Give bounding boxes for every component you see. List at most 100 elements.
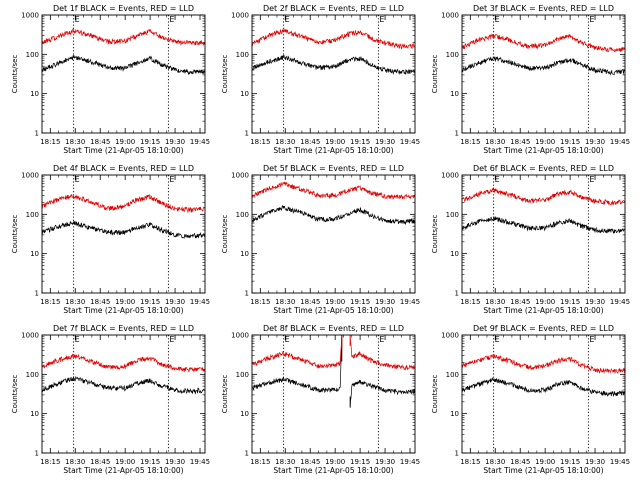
y-tick-label: 1: [35, 450, 39, 458]
y-tick-label: 1: [455, 290, 459, 298]
y-tick-label: 100: [26, 51, 39, 59]
y-tick-label: 1000: [21, 332, 39, 340]
event-marker-label: E: [285, 15, 290, 24]
event-marker-label: E: [285, 335, 290, 344]
chart-title: Det 4f BLACK = Events, RED = LLD: [53, 164, 194, 173]
y-axis-title: Counts/sec: [221, 55, 229, 94]
chart-title: Det 9f BLACK = Events, RED = LLD: [473, 324, 614, 333]
series-line: [461, 187, 626, 206]
x-tick-label: 18:15: [250, 458, 270, 466]
y-tick-label: 10: [30, 250, 39, 258]
chart-panel-3: Det 3f BLACK = Events, RED = LLD 1 10 100 10…: [431, 4, 630, 155]
y-tick-label: 1000: [441, 172, 459, 180]
y-axis-title: Counts/sec: [431, 55, 439, 94]
y-tick-label: 1000: [231, 172, 249, 180]
y-tick-label: 10: [450, 410, 459, 418]
x-tick-label: 19:15: [560, 138, 580, 146]
x-tick-label: 19:30: [165, 298, 185, 306]
x-tick-label: 19:15: [350, 138, 370, 146]
event-marker-label: E: [379, 15, 384, 24]
x-tick-label: 19:15: [140, 458, 160, 466]
x-axis-title: Start Time (21-Apr-05 18:10:00): [483, 306, 603, 315]
x-tick-label: 18:30: [485, 458, 505, 466]
x-tick-label: 19:00: [325, 458, 345, 466]
x-tick-label: 18:45: [300, 298, 320, 306]
event-marker-label: E: [75, 15, 80, 24]
plot-frame: [41, 334, 206, 454]
chart-panel-6: Det 6f BLACK = Events, RED = LLD 1 10 100 10…: [431, 164, 630, 315]
x-tick-label: 18:30: [65, 458, 85, 466]
x-axis-title: Start Time (21-Apr-05 18:10:00): [483, 466, 603, 475]
plot-frame: [461, 334, 626, 454]
chart-title: Det 1f BLACK = Events, RED = LLD: [53, 4, 194, 13]
x-axis-title: Start Time (21-Apr-05 18:10:00): [273, 306, 393, 315]
event-marker-label: E: [589, 335, 594, 344]
event-marker-label: E: [169, 175, 174, 184]
y-tick-label: 10: [450, 90, 459, 98]
x-tick-label: 18:30: [65, 138, 85, 146]
chart-panel-1: Det 1f BLACK = Events, RED = LLD 1 10 100 10…: [11, 4, 210, 155]
event-marker-label: E: [495, 335, 500, 344]
y-tick-label: 10: [30, 90, 39, 98]
y-tick-label: 1000: [231, 332, 249, 340]
x-tick-label: 19:15: [140, 138, 160, 146]
series-line: [251, 334, 416, 371]
x-axis-title: Start Time (21-Apr-05 18:10:00): [63, 146, 183, 155]
x-tick-label: 18:30: [485, 298, 505, 306]
plot-frame: [41, 174, 206, 294]
y-tick-label: 100: [236, 371, 249, 379]
chart-panel-4: Det 4f BLACK = Events, RED = LLD 1 10 100 10…: [11, 164, 210, 315]
x-tick-label: 19:45: [610, 138, 630, 146]
x-tick-label: 18:30: [485, 138, 505, 146]
y-axis-title: Counts/sec: [221, 215, 229, 254]
x-tick-label: 19:45: [190, 138, 210, 146]
x-tick-label: 18:30: [65, 298, 85, 306]
x-tick-label: 19:00: [325, 298, 345, 306]
event-marker-label: E: [589, 175, 594, 184]
series-line: [461, 353, 626, 374]
y-tick-label: 1000: [231, 12, 249, 20]
y-tick-label: 10: [240, 90, 249, 98]
chart-panel-2: Det 2f BLACK = Events, RED = LLD 1 10 100 10…: [221, 4, 420, 155]
y-tick-label: 100: [236, 211, 249, 219]
x-tick-label: 18:15: [40, 458, 60, 466]
chart-panel-9: Det 9f BLACK = Events, RED = LLD 1 10 100 10…: [431, 324, 630, 475]
series-line: [251, 28, 416, 50]
x-tick-label: 19:45: [610, 458, 630, 466]
y-axis-title: Counts/sec: [11, 55, 19, 94]
y-axis-title: Counts/sec: [431, 375, 439, 414]
x-tick-label: 18:30: [275, 458, 295, 466]
series-line: [41, 220, 206, 239]
series-line: [41, 193, 206, 214]
series-line: [251, 54, 416, 76]
y-tick-label: 1: [245, 450, 249, 458]
y-tick-label: 100: [26, 371, 39, 379]
x-tick-label: 18:15: [250, 298, 270, 306]
x-tick-label: 19:15: [350, 458, 370, 466]
y-tick-label: 1: [35, 290, 39, 298]
chart-title: Det 2f BLACK = Events, RED = LLD: [263, 4, 404, 13]
x-tick-label: 19:30: [375, 298, 395, 306]
y-axis-title: Counts/sec: [431, 215, 439, 254]
x-tick-label: 19:00: [115, 298, 135, 306]
x-tick-label: 19:15: [140, 298, 160, 306]
x-tick-label: 18:45: [510, 458, 530, 466]
x-axis-title: Start Time (21-Apr-05 18:10:00): [273, 146, 393, 155]
chart-title: Det 8f BLACK = Events, RED = LLD: [263, 324, 404, 333]
y-tick-label: 1000: [21, 12, 39, 20]
series-line: [251, 181, 416, 200]
y-tick-label: 100: [446, 51, 459, 59]
x-tick-label: 18:15: [460, 458, 480, 466]
y-tick-label: 100: [446, 211, 459, 219]
x-tick-label: 19:45: [190, 458, 210, 466]
x-tick-label: 19:45: [190, 298, 210, 306]
x-tick-label: 18:15: [250, 138, 270, 146]
x-tick-label: 18:30: [275, 138, 295, 146]
x-tick-label: 18:45: [90, 138, 110, 146]
y-tick-label: 1: [245, 290, 249, 298]
y-tick-label: 10: [450, 250, 459, 258]
x-tick-label: 19:00: [325, 138, 345, 146]
series-line: [461, 56, 626, 76]
chart-panel-7: Det 7f BLACK = Events, RED = LLD 1 10 100 10…: [11, 324, 210, 475]
plot-frame: [251, 174, 416, 294]
